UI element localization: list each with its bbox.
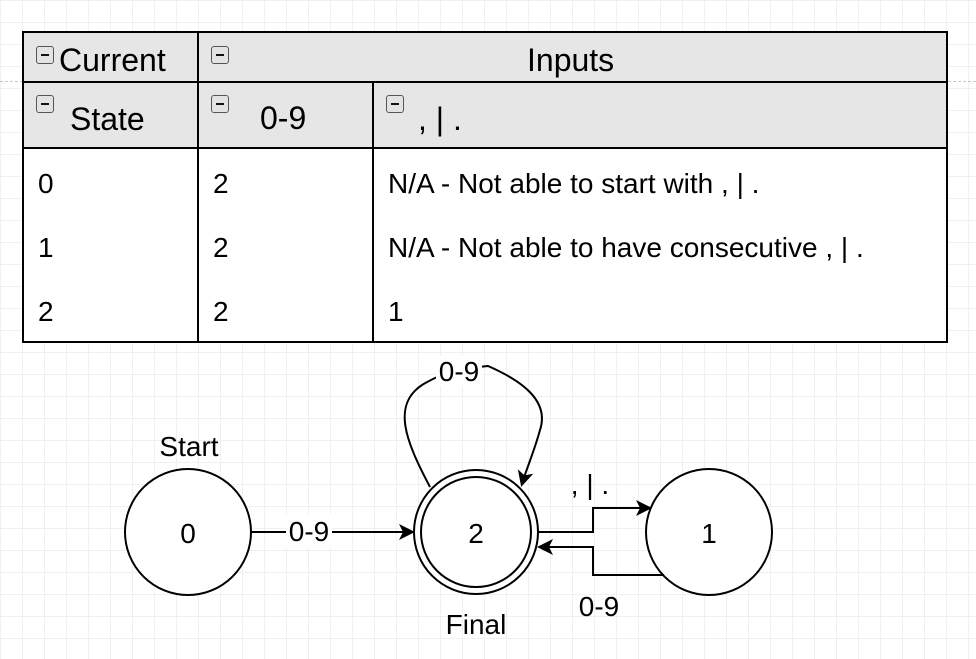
collapse-minus-icon[interactable] [386, 95, 404, 113]
transition-arrow-2-to-1 [538, 500, 652, 533]
row-digits-cell: 2 [213, 232, 229, 263]
state-node-2[interactable]: 2 [413, 469, 539, 595]
state-label: 0 [180, 518, 196, 549]
state-node-1[interactable]: 1 [645, 468, 773, 596]
transition-label: 0-9 [289, 516, 329, 547]
collapse-minus-icon[interactable] [211, 95, 229, 113]
row-separators-cell: N/A - Not able to start with , | . [388, 168, 760, 199]
header-digits-cell: 0-9 [199, 83, 374, 149]
collapse-minus-icon[interactable] [36, 95, 54, 113]
column-divider [197, 149, 199, 341]
header-state-cell: State [24, 83, 199, 149]
column-divider [372, 149, 374, 341]
row-state-cell: 0 [38, 168, 54, 199]
transition-table: Current Inputs State 0-9 , | . 0 2 N/A -… [22, 31, 948, 343]
row-state-cell: 2 [38, 296, 54, 327]
final-caption: Final [446, 609, 507, 640]
row-state-cell: 1 [38, 232, 54, 263]
row-digits-cell: 2 [213, 296, 229, 327]
header-separators-cell: , | . [374, 83, 946, 149]
state-node-0[interactable]: 0 [124, 468, 252, 596]
transition-arrow-1-to-2 [537, 539, 664, 576]
start-caption: Start [159, 431, 218, 462]
transition-label: , | . [571, 469, 609, 500]
transition-label: 0-9 [579, 591, 619, 622]
transition-label: 0-9 [439, 356, 479, 387]
edge-label-background [286, 514, 332, 548]
row-digits-cell: 2 [213, 168, 229, 199]
state-label: 2 [468, 518, 484, 549]
collapse-minus-icon[interactable] [211, 46, 229, 64]
header-current-cell: Current [24, 33, 199, 83]
state-label: 1 [701, 518, 717, 549]
header-current-label: Current [59, 42, 166, 78]
edge-label-background [436, 356, 482, 386]
row-separators-cell: 1 [388, 296, 404, 327]
header-inputs-cell: Inputs [199, 33, 946, 83]
header-state-label: State [70, 101, 145, 137]
header-separators-label: , | . [418, 101, 462, 137]
collapse-minus-icon[interactable] [36, 46, 54, 64]
row-separators-cell: N/A - Not able to have consecutive , | . [388, 232, 864, 263]
self-loop-arrow-2 [403, 364, 543, 488]
header-inputs-label: Inputs [527, 42, 615, 78]
header-digits-label: 0-9 [260, 100, 307, 136]
